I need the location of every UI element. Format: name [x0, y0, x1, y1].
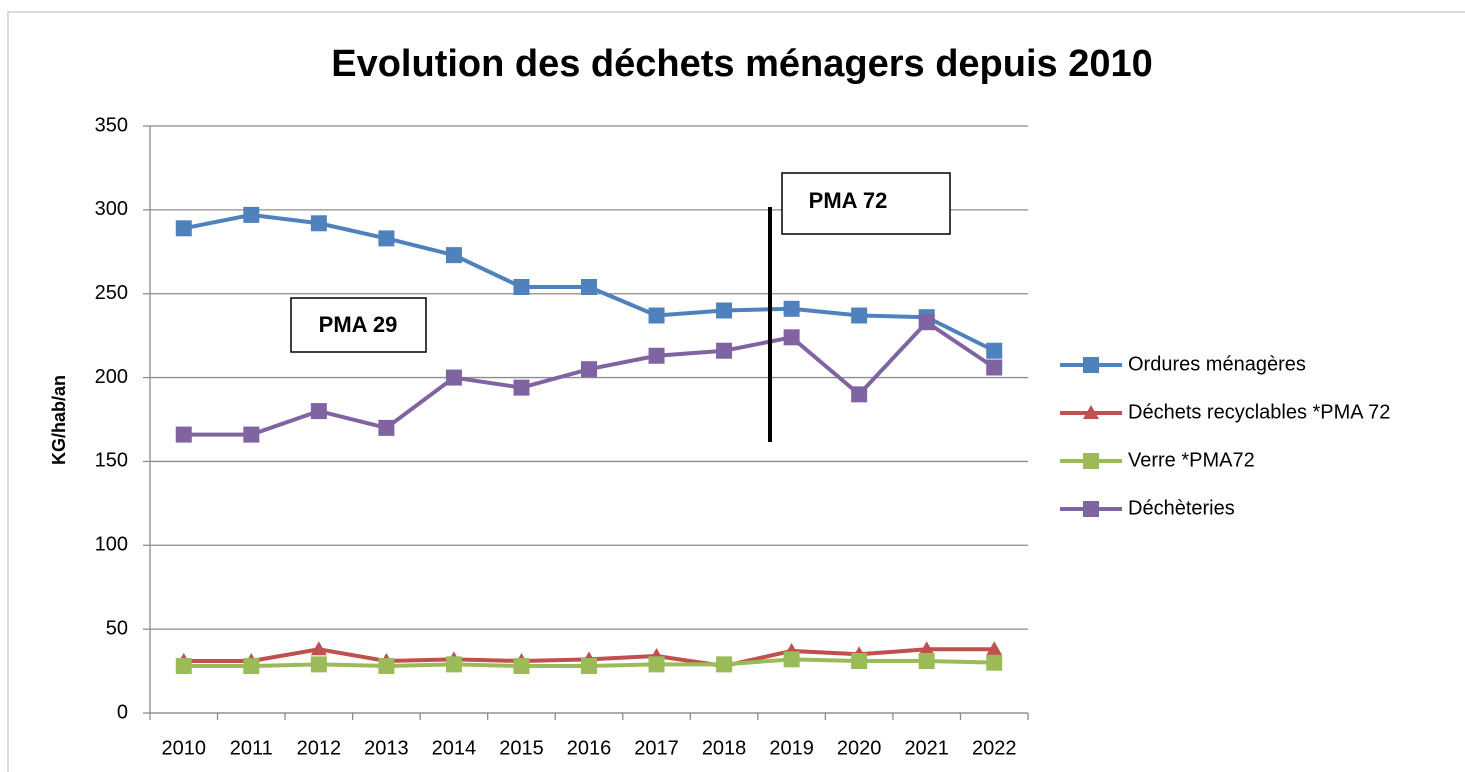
marker	[783, 651, 800, 668]
x-tick-label: 2019	[769, 737, 814, 759]
marker	[918, 653, 935, 670]
annotation-box	[781, 172, 951, 235]
marker	[378, 230, 395, 247]
y-axis-label: KG/hab/an	[49, 375, 69, 465]
marker	[513, 658, 530, 675]
x-tick-label: 2016	[567, 737, 612, 759]
x-tick-label: 2017	[634, 737, 679, 759]
x-tick-label: 2013	[364, 737, 409, 759]
marker	[445, 247, 462, 264]
marker	[918, 641, 935, 656]
marker	[445, 369, 462, 386]
annotation: PMA 72	[809, 188, 888, 213]
marker	[445, 656, 462, 673]
marker	[581, 361, 597, 378]
marker	[648, 656, 665, 673]
y-tick-label: 50	[106, 617, 128, 639]
marker	[310, 403, 327, 420]
marker	[513, 279, 530, 296]
marker	[783, 300, 800, 317]
marker	[851, 653, 868, 670]
y-tick-label: 250	[95, 282, 128, 304]
legend-label: Déchèteries	[1128, 497, 1235, 519]
marker	[310, 656, 327, 673]
marker	[310, 215, 327, 232]
marker	[648, 347, 665, 364]
marker	[648, 307, 665, 324]
y-tick-label: 0	[117, 701, 128, 723]
legend-label: Ordures ménagères	[1128, 353, 1306, 375]
chart-frame	[7, 11, 1465, 772]
marker	[851, 386, 868, 403]
marker	[175, 658, 192, 675]
marker	[716, 342, 733, 359]
chart-title: Evolution des déchets ménagers depuis 20…	[331, 43, 1153, 85]
marker	[175, 426, 192, 443]
marker	[513, 379, 530, 396]
marker	[1083, 357, 1099, 373]
marker	[310, 641, 327, 656]
x-tick-label: 2011	[230, 737, 273, 759]
annotation: PMA 29	[319, 312, 398, 337]
legend-label: Verre *PMA72	[1128, 449, 1255, 471]
y-tick-label: 300	[95, 198, 128, 220]
marker	[243, 658, 260, 675]
marker	[243, 206, 260, 223]
marker	[581, 658, 597, 675]
x-tick-label: 2018	[702, 737, 747, 759]
x-tick-label: 2021	[904, 737, 949, 759]
x-tick-label: 2010	[162, 737, 207, 759]
x-tick-label: 2012	[297, 737, 342, 759]
marker	[1083, 453, 1099, 469]
y-tick-label: 200	[95, 366, 128, 388]
y-tick-label: 150	[95, 450, 128, 472]
marker	[851, 307, 868, 324]
marker	[175, 220, 192, 237]
marker	[243, 426, 260, 443]
marker	[378, 658, 395, 675]
marker	[986, 654, 1003, 671]
marker	[1083, 501, 1099, 517]
x-tick-label: 2015	[499, 737, 544, 759]
marker	[581, 279, 597, 296]
marker	[716, 302, 733, 319]
x-tick-label: 2022	[972, 737, 1017, 759]
marker	[716, 656, 733, 673]
marker	[378, 419, 395, 436]
y-tick-label: 350	[95, 114, 128, 136]
legend-label: Déchets recyclables *PMA 72	[1128, 401, 1390, 423]
x-tick-label: 2014	[432, 737, 477, 759]
marker	[783, 329, 800, 346]
annotation-box	[290, 297, 427, 353]
marker	[1083, 405, 1099, 419]
x-tick-label: 2020	[837, 737, 882, 759]
marker	[918, 314, 935, 331]
y-tick-label: 100	[95, 534, 128, 556]
marker	[986, 641, 1003, 656]
marker	[986, 342, 1003, 359]
marker	[986, 359, 1003, 376]
